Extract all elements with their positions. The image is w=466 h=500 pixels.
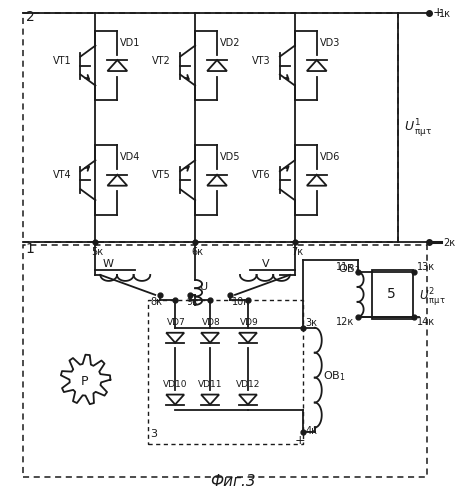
Text: VD1: VD1 (120, 38, 141, 48)
Text: 3: 3 (150, 430, 157, 440)
Text: 2: 2 (26, 10, 34, 24)
Text: P: P (81, 374, 88, 388)
Text: 3к: 3к (306, 318, 318, 328)
Text: +: + (295, 434, 305, 448)
Text: VD9: VD9 (240, 318, 259, 327)
Text: 12к: 12к (336, 317, 354, 327)
Bar (23, 12, 397, 242)
Text: $U^1_{\,\mathsf{\pi\mu\tau}}$: $U^1_{\,\mathsf{\pi\mu\tau}}$ (404, 116, 433, 138)
Text: $\mathsf{OB_3}$: $\mathsf{OB_3}$ (338, 262, 360, 276)
Text: 4к: 4к (306, 426, 318, 436)
Text: VD2: VD2 (220, 38, 240, 48)
Bar (23, 245, 427, 478)
Text: 6к: 6к (191, 247, 203, 257)
Text: +: + (432, 6, 443, 18)
Text: VD5: VD5 (220, 152, 240, 162)
Text: 2к: 2к (443, 238, 455, 248)
Text: VD3: VD3 (320, 38, 340, 48)
Text: VT5: VT5 (152, 170, 171, 180)
Text: $U^2_{\,\mathsf{\pi\mu\tau}}$: $U^2_{\,\mathsf{\pi\mu\tau}}$ (419, 286, 446, 308)
Text: U: U (200, 282, 208, 292)
Text: 5: 5 (386, 288, 395, 302)
Text: 10к: 10к (232, 297, 250, 307)
Text: VT3: VT3 (252, 56, 271, 66)
Bar (148, 300, 303, 444)
Text: VT1: VT1 (53, 56, 71, 66)
Text: 13к: 13к (418, 262, 436, 272)
Text: 14к: 14к (418, 317, 436, 327)
Text: $\mathsf{OB_1}$: $\mathsf{OB_1}$ (323, 370, 345, 384)
Text: Фиг.3: Фиг.3 (210, 474, 256, 490)
Text: VD4: VD4 (120, 152, 141, 162)
Text: 1к: 1к (439, 8, 452, 18)
Text: V: V (262, 259, 269, 269)
Text: VD10: VD10 (163, 380, 188, 388)
Text: 5к: 5к (91, 247, 103, 257)
Text: VT4: VT4 (53, 170, 71, 180)
Text: 7к: 7к (291, 247, 303, 257)
Text: VD6: VD6 (320, 152, 340, 162)
Text: W: W (103, 259, 113, 269)
Text: 9к: 9к (186, 297, 198, 307)
Text: VD8: VD8 (202, 318, 221, 327)
Text: VD7: VD7 (167, 318, 186, 327)
Text: VD11: VD11 (198, 380, 223, 388)
Text: VT2: VT2 (152, 56, 171, 66)
Text: 11к: 11к (336, 262, 354, 272)
Text: VD12: VD12 (236, 380, 260, 388)
Text: 8к: 8к (150, 297, 162, 307)
Text: 1: 1 (26, 242, 34, 256)
Text: VT6: VT6 (252, 170, 271, 180)
Bar (371, 270, 413, 319)
